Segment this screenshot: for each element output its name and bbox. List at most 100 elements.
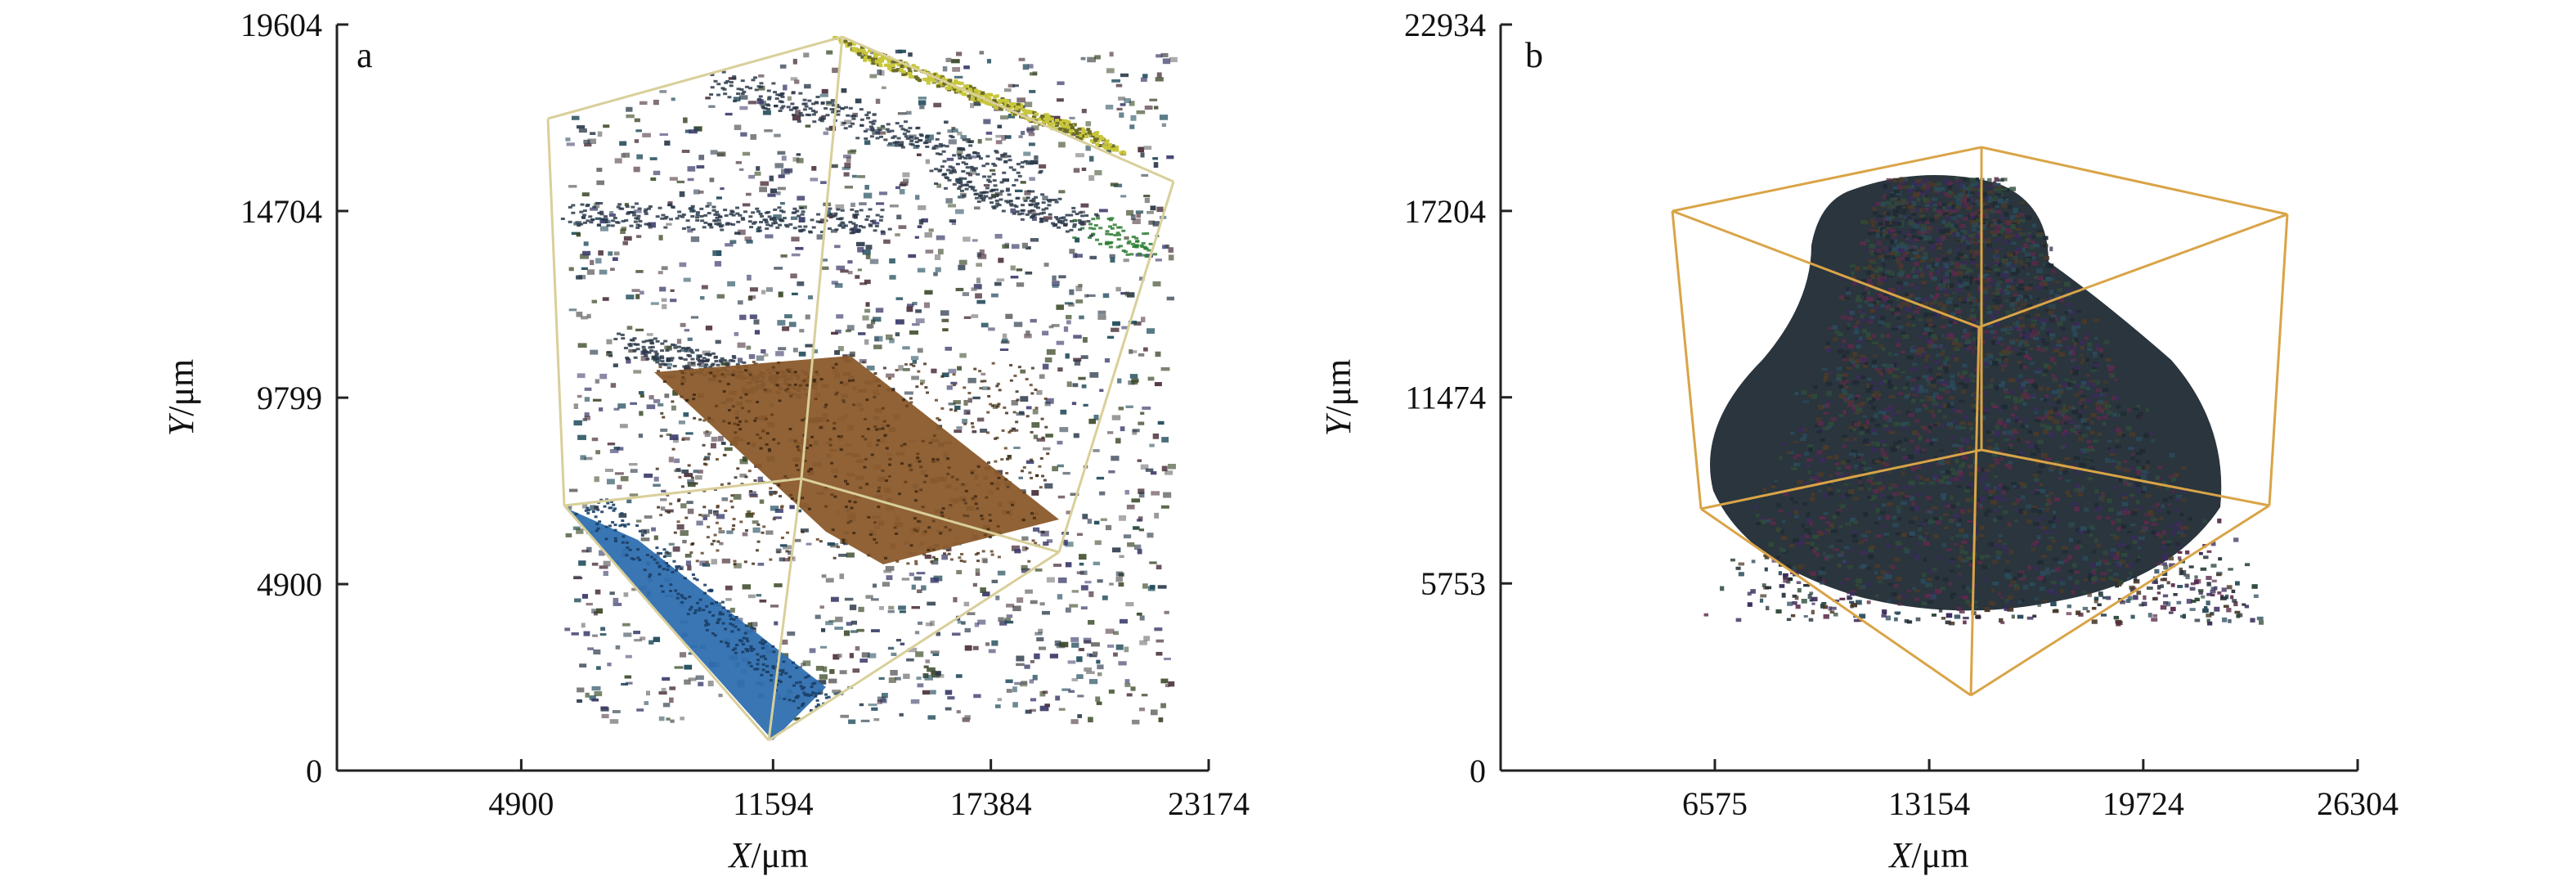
chart-a-point xyxy=(1041,474,1045,478)
chart-b-point xyxy=(1873,211,1878,216)
chart-a-point xyxy=(906,306,913,312)
chart-a-point xyxy=(797,225,802,228)
chart-a-point xyxy=(835,391,839,394)
chart-a-point xyxy=(1008,166,1013,169)
chart-a-point xyxy=(821,115,826,120)
chart-b-point xyxy=(2091,568,2098,572)
chart-a-point xyxy=(912,364,916,367)
chart-a-point xyxy=(1025,546,1029,550)
chart-b-point xyxy=(2049,307,2055,312)
chart-a-point xyxy=(1000,97,1005,101)
chart-a-point xyxy=(703,591,707,595)
chart-a-point xyxy=(1022,196,1029,200)
chart-a-point xyxy=(739,88,744,91)
chart-a-point xyxy=(1130,115,1137,121)
chart-a-point xyxy=(752,360,756,363)
chart-b-point xyxy=(2040,526,2048,530)
chart-a-point xyxy=(736,92,741,96)
chart-b-point xyxy=(2223,605,2229,608)
chart-a-point xyxy=(738,95,748,100)
chart-a-point xyxy=(1081,384,1087,389)
chart-a-point xyxy=(885,565,895,571)
chart-a-point xyxy=(757,562,765,566)
chart-a-point xyxy=(1109,254,1115,258)
chart-a-point xyxy=(805,344,814,348)
chart-a-point xyxy=(859,45,864,49)
chart-a-point xyxy=(1058,708,1066,711)
chart-a-point xyxy=(988,649,996,654)
chart-a-point xyxy=(653,535,658,541)
chart-a-point xyxy=(956,710,961,714)
chart-a-point xyxy=(685,432,693,435)
chart-a-point xyxy=(577,687,585,693)
chart-a-point xyxy=(852,403,856,407)
chart-a-point xyxy=(1035,213,1040,216)
chart-a-point xyxy=(781,210,786,214)
chart-a-point xyxy=(1025,378,1029,381)
chart-a-point xyxy=(709,226,714,229)
chart-a-point xyxy=(1025,110,1030,114)
chart-b-point xyxy=(2001,404,2008,410)
chart-b-point xyxy=(1847,548,1854,551)
chart-a-point xyxy=(712,375,716,378)
chart-b-point xyxy=(1905,307,1911,312)
chart-a-point xyxy=(1158,717,1164,722)
chart-a-point xyxy=(980,380,984,383)
chart-a-point xyxy=(722,358,727,362)
chart-a-point xyxy=(958,146,963,150)
chart-b-point xyxy=(1966,206,1972,211)
chart-a-point xyxy=(636,214,641,218)
chart-b-point xyxy=(1901,371,1906,374)
chart-a-point xyxy=(630,469,638,474)
chart-a-point xyxy=(911,64,916,68)
chart-a-point xyxy=(613,597,619,604)
chart-b-point xyxy=(1891,591,1897,596)
chart-a-point xyxy=(753,668,757,671)
chart-a-point xyxy=(861,652,870,658)
chart-b-point xyxy=(2017,342,2022,347)
chart-b-point xyxy=(1824,402,1830,408)
chart-a-point xyxy=(670,299,677,303)
chart-a-point xyxy=(779,106,784,110)
chart-a-point xyxy=(690,316,699,319)
chart-b-point xyxy=(1945,385,1950,389)
chart-a-point xyxy=(683,412,689,417)
chart-a-point xyxy=(991,205,996,209)
chart-a-point xyxy=(684,473,693,478)
chart-a-point xyxy=(730,494,734,497)
chart-a-point xyxy=(731,214,736,217)
chart-a-point xyxy=(936,235,945,240)
chart-a-point xyxy=(613,528,617,532)
chart-a-point xyxy=(1008,455,1012,458)
chart-a-point xyxy=(680,717,685,721)
chart-a-point xyxy=(908,464,912,467)
chart-a-point xyxy=(964,715,971,720)
chart-b-point xyxy=(2210,589,2216,594)
chart-b-point xyxy=(1850,360,1856,365)
chart-a-point xyxy=(1123,258,1129,263)
chart-a-point xyxy=(970,103,975,109)
chart-a-point xyxy=(700,219,705,222)
chart-a-y-tick-label: 4900 xyxy=(257,566,322,603)
chart-a-point xyxy=(713,533,717,537)
chart-a-point xyxy=(1014,189,1023,192)
chart-a-point xyxy=(773,516,782,519)
chart-a-point xyxy=(806,542,812,546)
chart-a-point xyxy=(962,194,967,197)
chart-a-point xyxy=(963,316,972,319)
chart-a-point xyxy=(852,214,857,217)
chart-a-point xyxy=(797,509,801,513)
chart-b-point xyxy=(2036,369,2042,374)
chart-a-point xyxy=(848,353,855,357)
chart-a-point xyxy=(778,109,783,112)
chart-a-point xyxy=(845,329,851,333)
chart-a-point xyxy=(1156,72,1162,78)
chart-b-point xyxy=(1918,304,1922,308)
chart-b-point xyxy=(1764,519,1771,523)
chart-a-point xyxy=(959,189,964,192)
chart-a-point xyxy=(925,145,930,148)
chart-a-point xyxy=(754,171,761,176)
chart-a-point xyxy=(1036,389,1043,395)
chart-a-x-tick-label: 17384 xyxy=(950,785,1032,822)
chart-a-point xyxy=(967,398,972,403)
